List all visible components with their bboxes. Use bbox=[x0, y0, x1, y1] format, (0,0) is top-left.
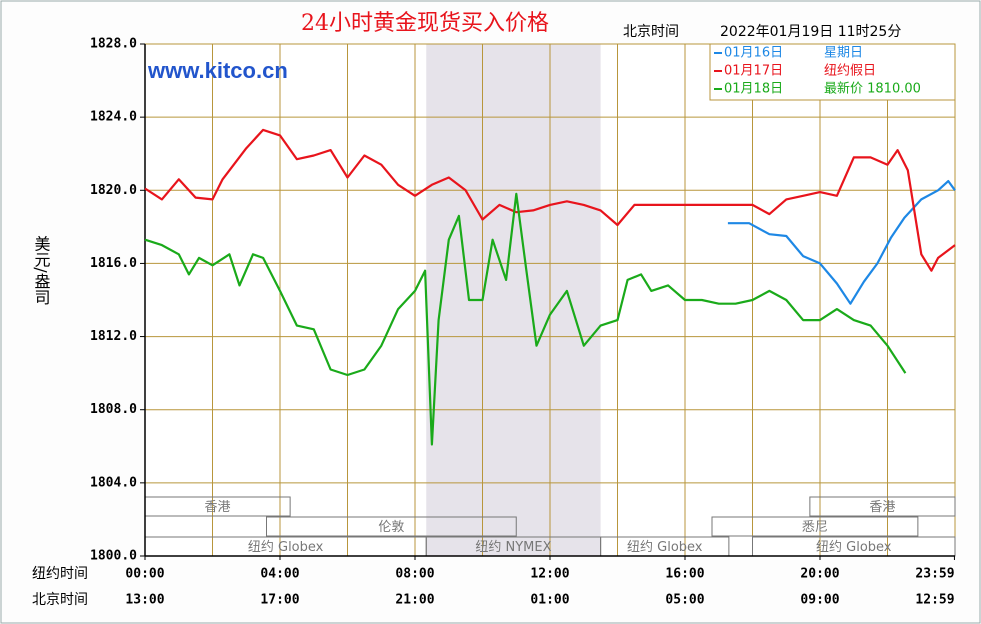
session-box bbox=[809, 496, 956, 517]
y-tick-label: 1804.0 bbox=[90, 475, 137, 490]
y-tick-label: 1820.0 bbox=[90, 183, 137, 198]
session-label: 香港 bbox=[869, 500, 895, 515]
x-tick-label-beijing: 05:00 bbox=[665, 593, 704, 608]
session-label: 纽约 Globex bbox=[248, 540, 324, 555]
x-tick-label: 16:00 bbox=[665, 567, 704, 582]
highlight-band bbox=[426, 44, 601, 556]
timestamp: 2022年01月19日 11时25分 bbox=[720, 24, 901, 40]
y-tick-label: 1828.0 bbox=[90, 37, 137, 52]
x-tick-label: 08:00 bbox=[395, 567, 434, 582]
y-tick-label: 1808.0 bbox=[90, 402, 137, 417]
x-tick-label-beijing: 17:00 bbox=[260, 593, 299, 608]
y-tick-label: 1800.0 bbox=[90, 549, 137, 564]
x-tick-label-beijing: 21:00 bbox=[395, 593, 434, 608]
chart-title: 24小时黄金现货买入价格 bbox=[301, 11, 549, 36]
series-line bbox=[144, 192, 907, 446]
x-tick-label: 12:00 bbox=[530, 567, 569, 582]
legend-note: 星期日 bbox=[824, 46, 863, 61]
session-label: 伦敦 bbox=[378, 519, 404, 535]
time-caption: 北京时间 bbox=[623, 24, 679, 40]
session-box bbox=[711, 516, 919, 537]
legend-note: 纽约假日 bbox=[824, 64, 876, 79]
series-line bbox=[144, 128, 956, 272]
session-label: 悉尼 bbox=[802, 520, 828, 535]
session-label: 纽约 NYMEX bbox=[475, 540, 551, 555]
x-axis-label: 纽约时间 bbox=[32, 566, 88, 582]
x-axis-label-beijing: 北京时间 bbox=[32, 592, 88, 608]
legend-label: 01月16日 bbox=[724, 46, 783, 61]
series-line bbox=[727, 180, 956, 305]
y-tick-label: 1824.0 bbox=[90, 110, 137, 125]
x-tick-label: 04:00 bbox=[260, 567, 299, 582]
x-tick-label: 00:00 bbox=[125, 567, 164, 582]
legend-label: 01月18日 bbox=[724, 82, 783, 97]
session-label: 香港 bbox=[205, 500, 231, 515]
x-tick-label-beijing: 13:00 bbox=[125, 593, 164, 608]
x-tick-label: 23:59 bbox=[915, 567, 954, 582]
x-tick-label-beijing: 12:59 bbox=[915, 593, 954, 608]
x-tick-label: 20:00 bbox=[800, 567, 839, 582]
legend-note: 最新价 1810.00 bbox=[824, 81, 921, 97]
watermark: www.kitco.cn bbox=[147, 58, 288, 83]
x-tick-label-beijing: 01:00 bbox=[530, 593, 569, 608]
legend-label: 01月17日 bbox=[724, 64, 783, 79]
y-tick-label: 1816.0 bbox=[90, 256, 137, 271]
x-tick-label-beijing: 09:00 bbox=[800, 593, 839, 608]
y-tick-label: 1812.0 bbox=[90, 329, 137, 344]
session-label: 纽约 Globex bbox=[816, 540, 892, 555]
legend-box bbox=[709, 43, 956, 101]
session-box bbox=[266, 516, 517, 537]
y-axis-label: 美元/盎司 bbox=[32, 235, 51, 304]
session-label: 纽约 Globex bbox=[627, 540, 703, 555]
